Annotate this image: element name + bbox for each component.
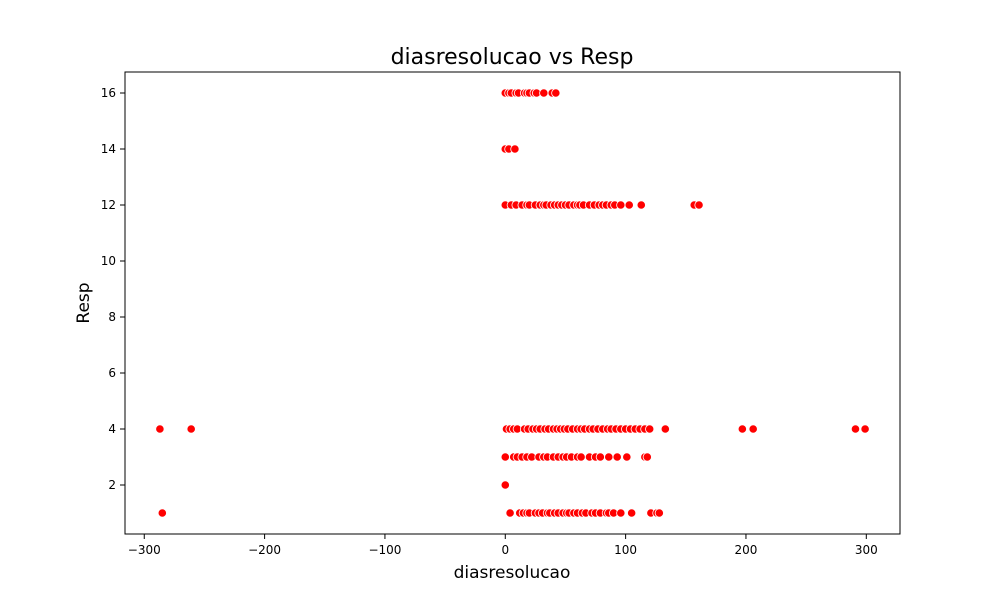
- y-tick-label: 12: [101, 198, 116, 212]
- data-point: [694, 200, 704, 210]
- y-tick-label: 10: [101, 254, 116, 268]
- x-tick-label: 0: [501, 543, 509, 557]
- data-point: [500, 480, 510, 490]
- y-tick-label: 4: [108, 422, 116, 436]
- data-point: [850, 424, 861, 434]
- data-point: [748, 424, 758, 434]
- x-tick-label: −300: [128, 543, 161, 557]
- data-point: [624, 200, 634, 210]
- data-point: [616, 508, 626, 518]
- scatter-points: [155, 88, 870, 518]
- data-point: [737, 424, 747, 434]
- x-tick-label: −200: [248, 543, 281, 557]
- y-tick-label: 14: [101, 142, 116, 156]
- x-tick-label: 100: [614, 543, 637, 557]
- y-tick-label: 6: [108, 366, 116, 380]
- x-tick-label: 300: [855, 543, 878, 557]
- x-axis-ticks: −300 −200 −100 0 100 200 300: [128, 534, 878, 557]
- y-tick-label: 2: [108, 478, 116, 492]
- data-point: [860, 424, 870, 434]
- data-point: [595, 452, 605, 462]
- x-axis-label: diasresolucao: [454, 563, 571, 583]
- data-point: [157, 508, 167, 518]
- data-point: [186, 424, 196, 434]
- data-point: [500, 452, 510, 462]
- data-point: [539, 88, 549, 98]
- y-tick-label: 16: [101, 86, 116, 100]
- data-point: [645, 424, 655, 434]
- y-tick-label: 8: [108, 310, 116, 324]
- data-point: [612, 452, 622, 462]
- data-point: [622, 452, 632, 462]
- data-point: [642, 452, 652, 462]
- y-axis-label: Resp: [74, 282, 94, 323]
- data-point: [155, 424, 165, 434]
- data-point: [576, 452, 586, 462]
- data-point: [627, 508, 637, 518]
- chart-title: diasresolucao vs Resp: [391, 45, 634, 70]
- data-point: [616, 200, 626, 210]
- data-point: [510, 144, 520, 154]
- data-point: [551, 88, 561, 98]
- x-tick-label: 200: [735, 543, 758, 557]
- data-point: [636, 200, 646, 210]
- data-point: [604, 452, 614, 462]
- data-point: [660, 424, 670, 434]
- x-tick-label: −100: [368, 543, 401, 557]
- y-axis-ticks: 2 4 6 8 10 12 14 16: [101, 86, 125, 492]
- data-point: [505, 508, 515, 518]
- plot-frame: [124, 71, 901, 535]
- data-point: [654, 508, 664, 518]
